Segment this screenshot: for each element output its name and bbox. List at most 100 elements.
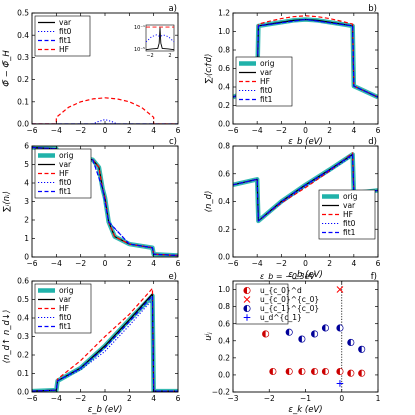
legend-label-a-1: fit0 [59, 27, 72, 36]
xtick-label-b-6: 6 [376, 126, 381, 135]
xtick-label-e-5: 4 [151, 394, 156, 403]
panel-d: −6 −4 −2 0 2 4 6 0.0 0.2 0.4 0.6 0.8 d) ε_b (eV) ⟨n_d⟩… [204, 137, 381, 280]
legend-swatch-f-2-fill [243, 305, 247, 312]
series-d-2 [233, 152, 378, 222]
ytick-label-e-0: 0.0 [17, 388, 29, 397]
xtick-label-c-0: −6 [26, 259, 37, 268]
xtick-label-d-0: −6 [227, 259, 238, 268]
legend-label-c-2: HF [59, 169, 69, 178]
ylabel-e: ⟨n_d↑ n_d↓⟩ [2, 310, 12, 364]
ylabel-c: ∑ᵢ⟨nᵢ⟩ [2, 191, 12, 212]
ytick-label-d-3: 0.6 [218, 169, 230, 178]
ylabel-f: uʲⱼ [204, 332, 214, 341]
point-f-0-0-fill [262, 330, 266, 338]
inset-ytick-label-1: 10⁻⁵ [134, 47, 145, 53]
xtick-label-b-5: 4 [351, 126, 356, 135]
ytick-label-d-2: 0.4 [218, 197, 230, 206]
legend-label-a-3: HF [59, 45, 69, 54]
legend-f: u_{c_0}^du_{c_0}^{c_0}u_{c_1}^{c_0}u_d^{… [235, 283, 319, 325]
ytick-label-a-5: 0.5 [17, 9, 29, 18]
xtick-label-a-5: 4 [151, 126, 156, 135]
ytick-label-c-6: 6 [24, 142, 29, 151]
legend-label-c-0: orig [59, 151, 74, 160]
xlabel-d: ε_b (eV) [288, 270, 323, 280]
legend-label-d-3: fit0 [343, 219, 356, 228]
xtick-label-b-1: −4 [252, 126, 263, 135]
legend-label-e-3: fit0 [59, 313, 72, 322]
legend-label-c-4: fit1 [59, 187, 72, 196]
panel-label-f: f) [371, 272, 377, 282]
xtick-label-e-0: −6 [26, 394, 37, 403]
point-f-0-8-fill [358, 370, 362, 377]
xtick-label-a-4: 2 [127, 126, 132, 135]
legend-label-f-0: u_{c_0}^d [260, 286, 302, 295]
ytick-label-f-3: 0.4 [218, 336, 230, 345]
panel-a: −6 −4 −2 0 2 4 6 0.0 0.1 0.2 0.3 0.4 0.5 a) Φ̃ − Φ̃_H v… [2, 4, 181, 135]
ytick-label-b-5: 1.0 [218, 27, 230, 36]
inset-xtick-label-1: 2 [168, 53, 171, 59]
panel-b: −6 −4 −2 0 2 4 6 0.0 0.2 0.4 0.6 0.8 1.0 1.2 b) ε_b (eV… [204, 4, 381, 147]
ytick-label-a-1: 0.1 [17, 97, 29, 106]
xtick-label-a-1: −4 [51, 126, 62, 135]
point-f-0-2-fill [285, 368, 290, 375]
ytick-label-e-2: 0.2 [17, 351, 29, 360]
ylabel-a: Φ̃ − Φ̃_H [2, 50, 12, 87]
ytick-label-c-2: 2 [24, 216, 29, 225]
plot-area-e [32, 287, 178, 392]
legend-swatch-f-1 [243, 296, 251, 303]
point-f-0-5-fill [322, 368, 326, 375]
xtick-label-b-2: −2 [276, 126, 287, 135]
panel-label-e: e) [168, 272, 177, 282]
legend-label-a-0: var [59, 18, 72, 27]
point-f-0-3-fill [298, 368, 302, 375]
point-f-0-7-fill [347, 370, 351, 377]
series-d-4 [233, 153, 378, 222]
panel-label-b: b) [368, 4, 377, 14]
panel-c: −6 −4 −2 0 2 4 6 0 1 2 3 4 5 6 c) ∑ᵢ⟨nᵢ⟩ origvarHFfit0fi… [2, 137, 181, 268]
xlabel-e: ε_b (eV) [88, 405, 123, 415]
xtick-label-f-0: −3 [227, 394, 238, 403]
legend-label-e-2: HF [59, 304, 69, 313]
ytick-label-f-5: 0.8 [218, 302, 230, 311]
ytick-label-e-5: 0.5 [17, 295, 29, 304]
legend-swatch-f-0-fill [243, 287, 247, 294]
ytick-label-f-1: 0.0 [218, 371, 230, 380]
xlabel-f: ε_k (eV) [288, 405, 322, 415]
ytick-label-e-4: 0.4 [17, 314, 29, 323]
legend-label-d-2: HF [343, 210, 353, 219]
ytick-label-b-1: 0.2 [218, 101, 230, 110]
xtick-label-a-3: 0 [103, 126, 108, 135]
xtick-label-d-3: 0 [303, 259, 308, 268]
xtick-label-c-5: 4 [151, 259, 156, 268]
ytick-label-f-2: 0.2 [218, 353, 230, 362]
legend-label-c-3: fit0 [59, 178, 72, 187]
plot-area-d [233, 152, 378, 224]
ylabel-b: ∑ᵢ⟨cᵢ†d⟩ [204, 54, 214, 84]
point-f-3-0 [336, 380, 344, 387]
ytick-label-b-3: 0.6 [218, 64, 230, 73]
xtick-label-c-4: 2 [127, 259, 132, 268]
xtick-label-d-6: 6 [376, 259, 381, 268]
xtick-label-f-2: −1 [300, 394, 311, 403]
point-f-2-4-fill [336, 324, 340, 332]
point-f-0-6-fill [336, 368, 340, 375]
panel-e: −6 −4 −2 0 2 4 6 0.0 0.1 0.2 0.3 0.4 0.5 0.6 e) ε_b (eV… [2, 272, 181, 415]
legend-swatch-f-3 [243, 314, 251, 321]
ytick-label-e-6: 0.6 [17, 277, 29, 286]
ytick-label-a-2: 0.2 [17, 75, 29, 84]
panel-label-a: a) [168, 4, 177, 14]
ytick-label-c-0: 0 [24, 253, 29, 262]
xtick-label-f-4: 1 [376, 394, 381, 403]
xtick-label-d-5: 4 [351, 259, 356, 268]
inset-series-0 [145, 27, 175, 51]
ytick-label-f-4: 0.6 [218, 319, 230, 328]
legend-label-b-1: var [260, 68, 273, 77]
inset-a: 10⁻¹ 10⁻⁵−2 2 [134, 24, 175, 59]
point-f-2-6-fill [358, 346, 362, 353]
xtick-label-c-3: 0 [103, 259, 108, 268]
ytick-label-f-0: −0.2 [212, 388, 230, 397]
ytick-label-c-5: 5 [24, 160, 29, 169]
